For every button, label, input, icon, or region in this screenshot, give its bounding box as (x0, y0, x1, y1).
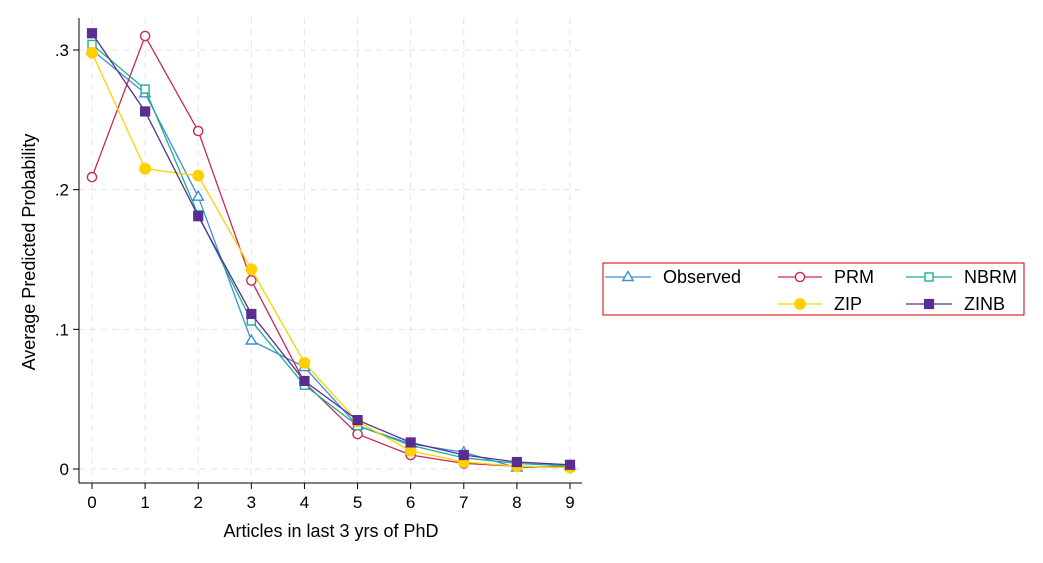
data-point-zinb (564, 459, 576, 470)
x-axis-title: Articles in last 3 yrs of PhD (223, 521, 438, 541)
legend-label-observed: Observed (663, 267, 741, 287)
data-point-zinb (299, 375, 310, 387)
x-tick-label: 9 (565, 493, 574, 512)
legend-item-observed: Observed (605, 267, 741, 287)
series-group (85, 28, 577, 474)
legend: Observed PRM NBRM ZIP ZINB (602, 262, 1025, 316)
data-point-zip (86, 46, 98, 59)
data-point-zinb (405, 437, 416, 448)
data-point-nbrm (140, 84, 150, 94)
data-point-zinb (86, 28, 98, 39)
legend-marker-prm (794, 271, 806, 283)
series-line-zip (91, 52, 571, 469)
legend-label-zip: ZIP (834, 294, 862, 314)
x-tick-label: 0 (87, 493, 96, 512)
data-point-zinb (458, 449, 469, 461)
data-point-zip (245, 263, 258, 276)
series-zip (86, 46, 576, 474)
legend-box (602, 262, 1025, 316)
data-point-zinb (352, 415, 363, 426)
data-point-observed (191, 189, 205, 201)
series-line-observed (91, 49, 571, 469)
data-point-prm (246, 275, 257, 286)
y-tick-label: 0 (60, 460, 69, 479)
data-point-zinb (193, 211, 204, 222)
y-tick-label: .3 (55, 41, 69, 60)
legend-marker-zinb (923, 298, 935, 310)
data-point-observed (244, 333, 258, 345)
x-tick-label: 3 (247, 493, 256, 512)
data-point-zip (192, 169, 205, 182)
data-point-zip (139, 162, 152, 175)
y-axis-title: Average Predicted Probability (19, 134, 39, 371)
legend-marker-zip (794, 298, 806, 310)
data-point-zinb (140, 106, 151, 117)
legend-item-prm: PRM (778, 267, 874, 287)
series-line-prm (91, 34, 571, 469)
legend-label-prm: PRM (834, 267, 874, 287)
x-tick-label: 5 (353, 493, 362, 512)
data-point-prm (192, 125, 204, 137)
data-point-prm (139, 30, 151, 42)
series-observed (85, 43, 577, 472)
data-point-zip (298, 356, 311, 369)
y-tick-label: .1 (55, 320, 69, 339)
x-tick-label: 8 (512, 493, 521, 512)
data-point-zinb (246, 308, 257, 320)
series-line-zinb (91, 32, 571, 466)
series-nbrm (87, 39, 575, 471)
legend-item-zinb: ZINB (906, 294, 1005, 314)
data-point-prm (86, 171, 98, 183)
axes: 0 .1 .2 .3 0 1 2 3 4 5 6 7 8 9 (55, 18, 582, 512)
legend-label-nbrm: NBRM (964, 267, 1017, 287)
x-tick-label: 7 (459, 493, 468, 512)
series-line-nbrm (91, 43, 571, 467)
legend-marker-nbrm (924, 272, 934, 282)
x-tick-label: 6 (406, 493, 415, 512)
legend-marker-observed (621, 270, 635, 282)
legend-item-nbrm: NBRM (906, 267, 1017, 287)
x-tick-label: 4 (300, 493, 309, 512)
series-zinb (86, 28, 576, 470)
grid (79, 18, 582, 483)
x-tick-label: 2 (193, 493, 202, 512)
data-point-prm (352, 428, 363, 440)
y-tick-label: .2 (55, 181, 69, 200)
legend-item-zip: ZIP (778, 294, 862, 314)
data-point-zinb (511, 456, 522, 468)
x-tick-label: 1 (140, 493, 149, 512)
legend-label-zinb: ZINB (964, 294, 1005, 314)
